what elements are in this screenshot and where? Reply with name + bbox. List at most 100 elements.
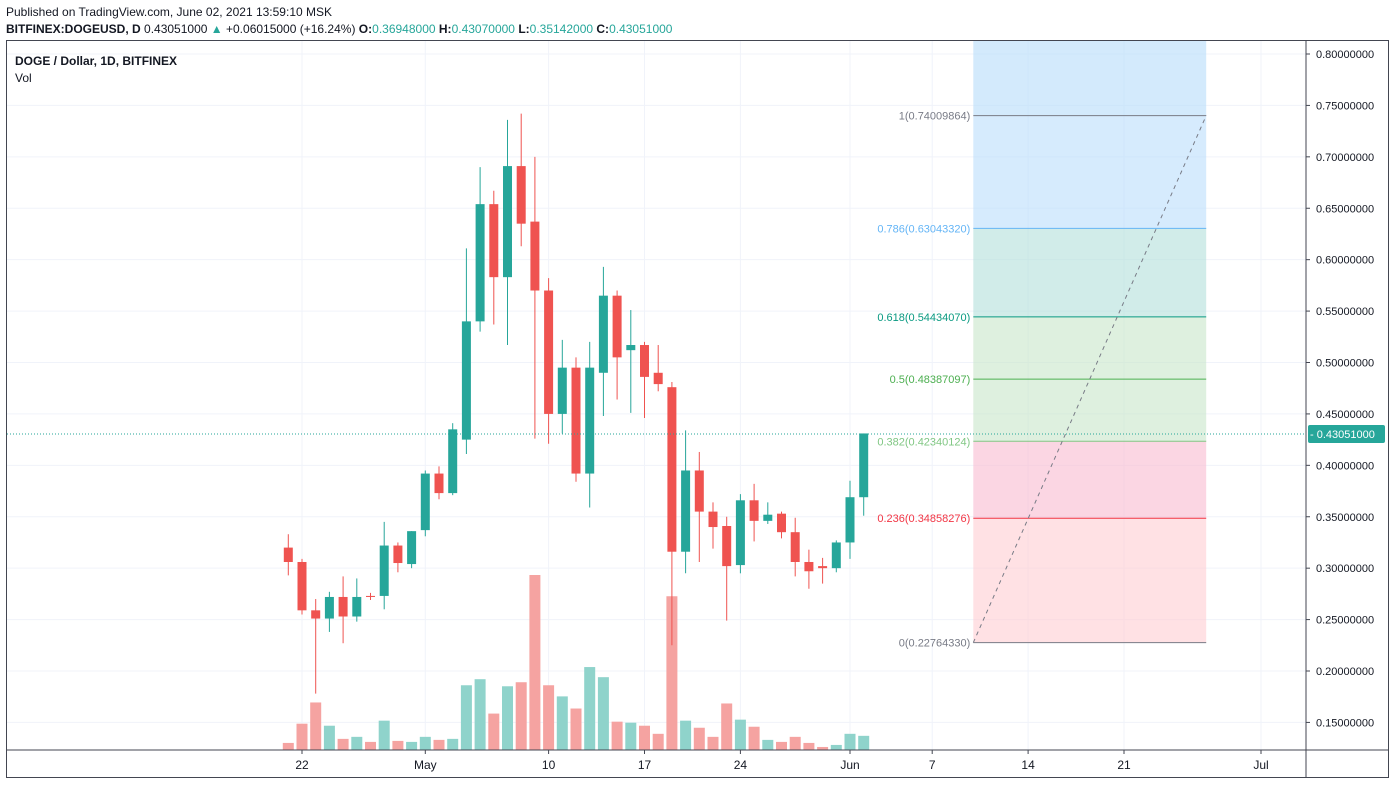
candle-body — [708, 511, 718, 528]
volume-bar — [680, 720, 692, 750]
last-price: 0.43051000 — [144, 22, 208, 36]
volume-legend[interactable]: Vol — [15, 71, 32, 85]
candle-body — [503, 166, 512, 278]
price-tick-label: 0.60000000 — [1316, 255, 1374, 267]
candle-body — [324, 596, 334, 619]
volume-bar — [734, 719, 746, 750]
volume-bar — [584, 667, 596, 750]
fib-level-label: 1(0.74009864) — [899, 111, 971, 123]
volume-bar — [310, 702, 322, 750]
chart-frame — [6, 40, 1389, 778]
time-tick-label: 24 — [734, 758, 748, 772]
fib-zone-extension — [973, 41, 1207, 116]
volume-bar — [323, 725, 335, 750]
volume-bar — [858, 735, 870, 750]
candle-body — [681, 470, 691, 552]
volume-bar — [488, 713, 500, 750]
series-title[interactable]: DOGE / Dollar, 1D, BITFINEX — [15, 54, 178, 68]
price-tick-label: 0.80000000 — [1316, 49, 1374, 61]
candle-body — [407, 531, 417, 565]
candle-body — [489, 204, 499, 278]
volume-bar — [502, 686, 513, 750]
volume-bar — [693, 727, 705, 750]
candle-body — [612, 295, 622, 358]
time-tick-label: Jun — [840, 758, 859, 772]
candle-body — [831, 542, 841, 569]
candle-body — [790, 532, 800, 562]
volume-bar — [666, 596, 678, 750]
fib-zone — [973, 518, 1207, 643]
volume-bar — [447, 738, 459, 750]
volume-bar — [611, 721, 623, 750]
low-value: 0.35142000 — [529, 22, 594, 36]
price-tick-label: 0.35000000 — [1316, 512, 1374, 524]
volume-bar — [433, 739, 445, 750]
high-value: 0.43070000 — [451, 22, 515, 36]
time-tick-label: May — [414, 758, 437, 772]
time-tick-label: 10 — [542, 758, 556, 772]
last-price-badge — [1308, 424, 1385, 443]
volume-bar — [597, 677, 609, 750]
volume-bar — [844, 733, 856, 750]
volume-bar — [337, 738, 349, 750]
candle-body — [735, 500, 745, 566]
time-tick-label: 17 — [638, 758, 652, 772]
price-tick-label: 0.30000000 — [1316, 563, 1374, 575]
price-tick-label: 0.75000000 — [1316, 100, 1374, 112]
fib-zone — [973, 379, 1207, 442]
candle-body — [448, 429, 458, 494]
candle-body — [420, 473, 430, 531]
open-value: 0.36948000 — [372, 22, 436, 36]
last-price-badge-label: - 0.43051000 — [1310, 429, 1375, 441]
time-tick-label: 7 — [929, 758, 936, 772]
price-tick-label: 0.40000000 — [1316, 460, 1374, 472]
volume-bar — [789, 736, 801, 750]
candle-body — [544, 290, 554, 414]
fib-level-label: 0.786(0.63043320) — [877, 223, 970, 235]
fib-trend-line — [972, 115, 1207, 643]
time-tick-label: 21 — [1117, 758, 1131, 772]
candle-body — [283, 547, 293, 562]
candle-body — [393, 545, 403, 564]
fib-level-label: 0.236(0.34858276) — [877, 513, 970, 525]
volume-bar — [721, 703, 733, 750]
price-tick-label: 0.15000000 — [1316, 717, 1374, 729]
candle-body — [777, 513, 786, 533]
candle-body — [530, 221, 540, 291]
candle-body — [653, 372, 663, 385]
fib-zone — [973, 316, 1207, 380]
volume-bar — [748, 726, 760, 750]
price-tick-label: 0.25000000 — [1316, 615, 1374, 627]
low-label: L: — [518, 22, 530, 36]
volume-bar — [570, 708, 582, 750]
volume-bar — [419, 736, 431, 750]
candle-body — [640, 345, 649, 377]
close-label: C: — [596, 22, 610, 36]
candle-body — [804, 561, 814, 572]
fib-level-label: 0(0.22764330) — [899, 638, 971, 650]
change-arrow-icon: ▲ — [210, 22, 223, 36]
fib-zone — [973, 115, 1207, 229]
candle-body — [297, 561, 307, 611]
candle-body — [311, 610, 321, 619]
published-info: Published on TradingView.com, June 02, 2… — [6, 5, 332, 19]
fib-level-label: 0.382(0.42340124) — [877, 436, 970, 448]
candle-body — [626, 345, 636, 351]
candle-body — [366, 595, 375, 597]
candle-body — [585, 367, 595, 474]
candle-body — [859, 433, 869, 498]
volume-bar — [817, 746, 829, 750]
candle-body — [598, 295, 608, 373]
volume-bar — [460, 685, 472, 750]
time-tick-label: 14 — [1021, 758, 1035, 772]
candle-body — [818, 566, 828, 569]
volume-bar — [803, 742, 815, 750]
candle-body — [516, 166, 526, 224]
candle-body — [379, 545, 389, 596]
fib-zone — [973, 228, 1207, 317]
fib-level-label: 0.618(0.54434070) — [877, 312, 970, 324]
candle-body — [557, 367, 567, 414]
volume-bar — [543, 685, 555, 750]
symbol-label[interactable]: BITFINEX:DOGEUSD, D — [6, 22, 141, 36]
